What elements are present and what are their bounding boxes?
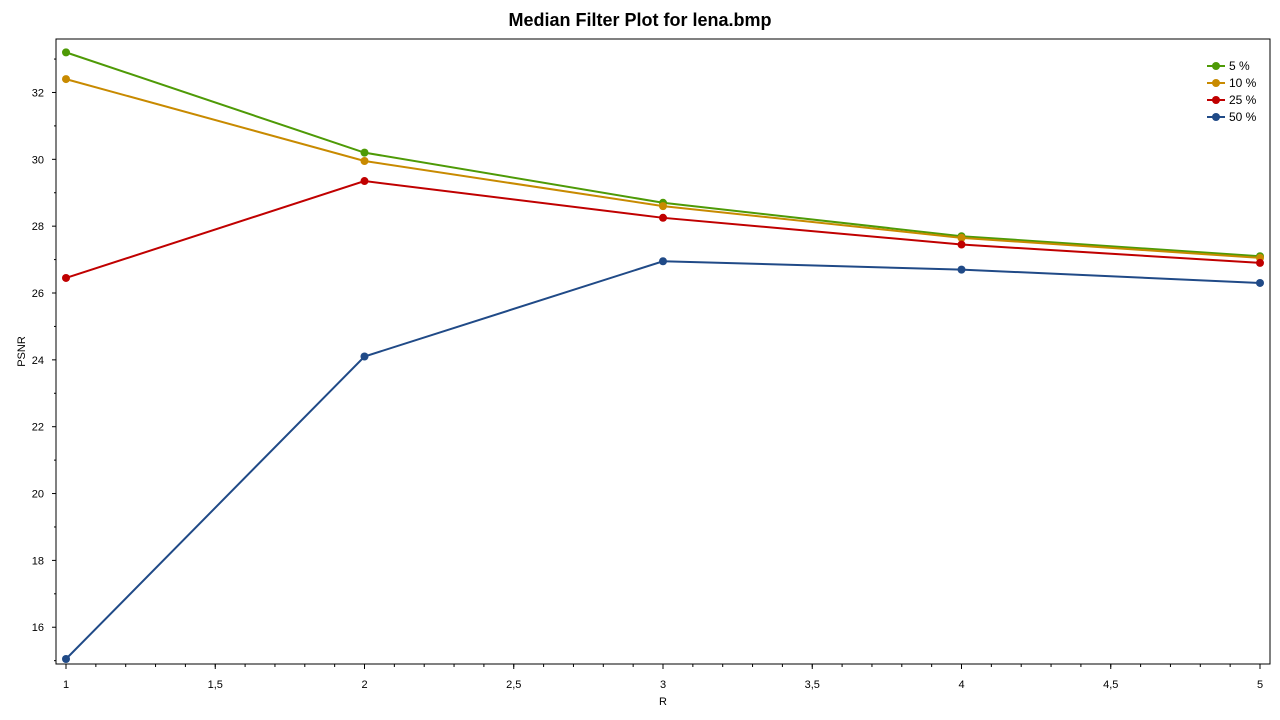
x-tick-label: 2: [361, 679, 367, 691]
data-point: [957, 233, 966, 242]
data-point: [62, 654, 70, 663]
x-tick-label: 2,5: [506, 679, 521, 691]
data-point: [1256, 258, 1264, 267]
legend-swatch: [1207, 94, 1225, 106]
legend-swatch: [1207, 77, 1225, 89]
series-line: [65, 260, 1261, 660]
y-tick-label: 30: [32, 154, 44, 166]
data-point: [62, 75, 70, 84]
legend: 5 % 10 % 25 % 50 %: [1207, 57, 1256, 125]
y-axis-label: PSNR: [16, 336, 28, 367]
x-tick-label: 1,5: [208, 679, 223, 691]
y-tick-label: 18: [32, 555, 44, 567]
x-tick-label: 4,5: [1103, 679, 1118, 691]
data-point: [1256, 278, 1264, 287]
y-tick-label: 32: [32, 87, 44, 99]
data-point: [659, 257, 667, 266]
legend-swatch: [1207, 60, 1225, 72]
data-point: [360, 156, 369, 165]
data-point: [659, 202, 667, 211]
series-line: [65, 78, 1261, 259]
data-point: [62, 273, 70, 282]
legend-item: 10 %: [1207, 74, 1256, 91]
legend-label: 5 %: [1229, 58, 1250, 73]
y-tick-label: 20: [32, 489, 44, 501]
x-tick-label: 1: [63, 679, 69, 691]
x-axis-label: R: [659, 696, 667, 708]
legend-swatch: [1207, 111, 1225, 123]
data-point: [62, 48, 70, 57]
y-tick-label: 24: [32, 355, 44, 367]
x-tick-label: 3: [660, 679, 666, 691]
legend-item: 25 %: [1207, 91, 1256, 108]
axes: 16 18 20 22 24 26 28 30 32 1 1,5 2 2,5 3 3,5 4 4,5 5: [32, 38, 1271, 691]
data-point: [360, 177, 369, 186]
y-tick-label: 22: [32, 422, 44, 434]
data-point: [659, 213, 667, 222]
legend-label: 10 %: [1229, 75, 1257, 90]
y-tick-label: 26: [32, 288, 44, 300]
x-tick-label: 4: [958, 679, 964, 691]
x-tick-label: 3,5: [805, 679, 820, 691]
data-point: [360, 352, 369, 361]
legend-label: 50 %: [1229, 109, 1257, 124]
data-point: [957, 240, 966, 249]
legend-label: 25 %: [1229, 92, 1257, 107]
y-tick-label: 28: [32, 221, 44, 233]
legend-item: 5 %: [1207, 57, 1256, 74]
legend-item: 50 %: [1207, 108, 1256, 125]
y-tick-label: 16: [32, 622, 44, 634]
chart-title: Median Filter Plot for lena.bmp: [508, 10, 772, 30]
data-point: [957, 265, 966, 274]
series-layer: [62, 48, 1264, 663]
plot-frame: [55, 38, 1271, 665]
x-tick-label: 5: [1257, 679, 1263, 691]
data-point: [360, 148, 369, 157]
series-line: [65, 51, 1261, 258]
